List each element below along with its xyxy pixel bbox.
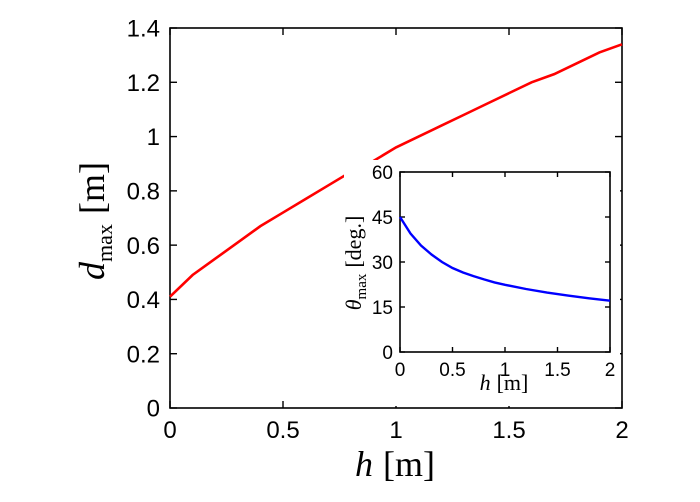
- inset-x-tick-label: 0: [395, 360, 406, 381]
- inset-series-line: [398, 216, 611, 302]
- main-x-tick-label: 1.5: [492, 417, 525, 444]
- main-chart: 0 0.5 1 1.5 200.20.40.60.811.21.4 h [m] dmax[…: [72, 16, 629, 484]
- inset-y-tick-label: 0: [382, 343, 393, 364]
- main-x-axis-unit: [m]: [383, 444, 435, 484]
- main-x-axis-label: h [m]: [355, 444, 435, 484]
- main-x-tick-label: 0.5: [266, 417, 299, 444]
- main-plot-frame: [169, 27, 623, 409]
- main-y-tick-label: 0: [147, 396, 160, 423]
- inset-x-tick-label: 1.5: [544, 360, 570, 381]
- inset-x-axis-unit: [m]: [497, 370, 529, 395]
- main-y-axis-var: d: [72, 261, 112, 280]
- main-y-axis-label: dmax [m]: [72, 162, 117, 280]
- main-y-tick-label: 0.2: [127, 341, 160, 368]
- inset-background: [344, 160, 620, 406]
- inset-x-axis-label: h [m]: [480, 370, 529, 395]
- inset-chart: 0 0.5 1 1.5 2 0 15 30 45 60 h [m] θmax [deg.]: [341, 160, 620, 406]
- main-x-tick-label: 2: [615, 417, 628, 444]
- inset-plot-frame: [399, 171, 611, 353]
- main-y-tick-label: 0.6: [127, 233, 160, 260]
- main-y-tick-label: 0.8: [127, 178, 160, 205]
- main-y-tick-label: 1.2: [127, 70, 160, 97]
- inset-x-axis-var: h: [480, 370, 491, 395]
- inset-ticks: 0 0.5 1 1.5 2 0 15 30 45 60: [372, 163, 615, 381]
- inset-y-tick-label: 30: [372, 253, 393, 274]
- main-y-tick-label: 0.4: [127, 287, 160, 314]
- inset-y-tick-label: 45: [372, 208, 393, 229]
- inset-y-axis-label: θmax [deg.]: [341, 216, 370, 311]
- main-series-line: [169, 43, 623, 298]
- inset-y-axis-unit: [deg.]: [341, 216, 366, 268]
- inset-x-tick-label: 1: [500, 360, 511, 381]
- main-x-tick-label: 0: [163, 417, 176, 444]
- inset-y-axis-sub: max: [354, 273, 370, 299]
- inset-y-axis-var: θ: [341, 299, 366, 310]
- inset-y-tick-label: 15: [372, 298, 393, 319]
- main-y-tick-label: 1: [147, 124, 160, 151]
- main-x-axis-var: h: [355, 444, 373, 484]
- inset-y-tick-label: 60: [372, 163, 393, 184]
- main-y-axis-sub: max: [92, 224, 117, 262]
- main-y-tick-label: 1.4: [127, 16, 160, 43]
- main-x-tick-label: 1: [389, 417, 402, 444]
- inset-x-tick-label: 0.5: [439, 360, 465, 381]
- main-y-axis-unit: [m]: [72, 162, 112, 214]
- inset-x-tick-label: 2: [605, 360, 616, 381]
